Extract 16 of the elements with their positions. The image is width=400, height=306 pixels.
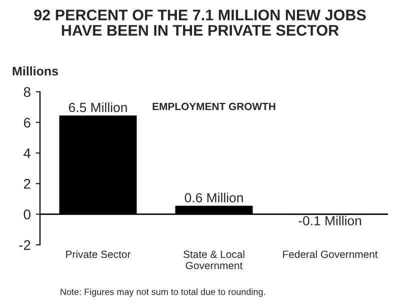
x-tick-label: State & Local Government	[183, 250, 244, 270]
data-label: 0.6 Million	[184, 192, 243, 202]
y-tick-label: 6	[24, 118, 30, 128]
data-label: 6.5 Million	[68, 102, 127, 112]
y-tick-label: 0	[24, 210, 30, 220]
x-tick-label: Private Sector	[66, 250, 131, 258]
x-tick-label: Federal Government	[283, 250, 378, 258]
data-label: -0.1 Million	[298, 216, 362, 226]
y-axis-title: Millions	[12, 66, 58, 76]
text: Note: Figures may not sum to total due to rounding.	[60, 288, 265, 297]
y-tick-label: 4	[24, 148, 31, 158]
y-tick-label: -2	[19, 240, 30, 250]
chart-title: 92 PERCENT OF THE 7.1 MILLION NEW JOBS HAVE BEEN IN THE PRIVATE SECTOR	[34, 10, 366, 36]
y-tick-label: 8	[24, 87, 30, 97]
text: EMPLOYMENT GROWTH	[152, 102, 276, 110]
y-tick-label: 2	[24, 178, 30, 189]
